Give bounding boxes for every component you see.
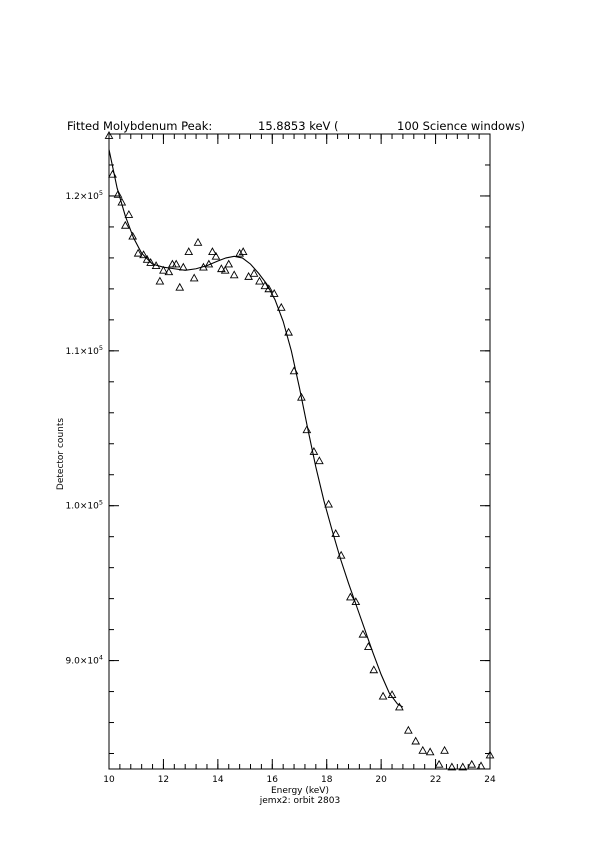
y-axis-label: Detector counts [56, 418, 66, 490]
data-point [440, 745, 449, 754]
data-point [146, 258, 156, 266]
data-point [418, 745, 428, 754]
data-point [467, 759, 477, 768]
data-point [351, 597, 361, 606]
data-point [485, 750, 495, 759]
data-point [363, 642, 373, 650]
data-point [184, 247, 194, 256]
data-point [142, 254, 152, 263]
data-point [411, 736, 421, 745]
data-point [324, 499, 333, 508]
chart-caption: jemx2: orbit 2803 [259, 796, 340, 806]
chart-title-value: 15.8853 keV ( [258, 119, 339, 133]
x-tick-label: 20 [375, 775, 387, 785]
data-point [175, 282, 185, 291]
data-point [297, 392, 306, 401]
data-point [151, 261, 161, 269]
data-point [229, 270, 239, 279]
data-point [117, 197, 127, 206]
data-point [124, 210, 134, 218]
data-point [255, 276, 264, 285]
axis-ticks [108, 133, 491, 769]
data-point [378, 691, 388, 700]
y-tick-label: 1.0×105 [66, 499, 103, 512]
data-point [309, 446, 319, 455]
data-point [164, 267, 174, 276]
data-point [193, 237, 203, 246]
data-point [260, 281, 270, 290]
x-tick-label: 14 [212, 775, 224, 785]
y-tick-labels: 9.0×104 1.0×105 1.1×105 1.2×105 [66, 189, 103, 667]
x-tick-label: 16 [267, 775, 279, 785]
chart-title-prefix: Fitted Molybdenum Peak: [67, 119, 212, 133]
x-tick-labels: 10 12 14 16 18 20 22 24 [103, 775, 496, 785]
x-tick-label: 24 [484, 775, 496, 785]
data-point [269, 288, 279, 297]
x-tick-label: 10 [103, 775, 115, 785]
data-point [284, 327, 293, 336]
data-point [264, 284, 274, 293]
data-point [108, 169, 117, 178]
data-point [120, 220, 130, 229]
data-point [315, 456, 324, 465]
x-tick-label: 18 [321, 775, 333, 785]
y-tick-label: 9.0×104 [66, 654, 103, 667]
y-tick-label: 1.1×105 [66, 344, 103, 357]
data-point [189, 273, 199, 282]
data-point [238, 247, 248, 256]
data-point [133, 248, 143, 257]
data-point [204, 259, 214, 268]
data-point [224, 259, 234, 268]
data-point [387, 690, 397, 698]
data-point [249, 268, 259, 277]
data-point [346, 592, 355, 601]
data-point [217, 264, 226, 273]
data-point [458, 762, 468, 771]
data-point [403, 725, 413, 734]
x-tick-label: 12 [158, 775, 169, 785]
data-point [113, 189, 123, 198]
data-point [336, 550, 346, 559]
data-point [331, 529, 341, 537]
chart-title-suffix: 100 Science windows) [397, 119, 525, 133]
plot-frame [108, 133, 491, 770]
data-point [220, 265, 230, 274]
data-point [155, 276, 165, 285]
data-point [289, 366, 299, 375]
x-tick-label: 22 [430, 775, 441, 785]
data-point [159, 265, 168, 274]
data-point [235, 248, 244, 257]
data-point [434, 759, 444, 768]
data-point [476, 761, 486, 770]
data-point [171, 259, 181, 268]
data-point [211, 251, 221, 260]
data-point [302, 425, 312, 434]
data-point [425, 747, 435, 756]
data-point [139, 250, 148, 259]
x-axis-label: Energy (keV) [271, 786, 329, 796]
y-tick-label: 1.2×105 [66, 189, 103, 202]
data-point [128, 231, 138, 240]
data-point [276, 302, 286, 311]
data-point [104, 131, 114, 139]
data-point [447, 762, 457, 771]
data-point [178, 262, 188, 271]
data-point [369, 665, 379, 674]
data-markers [104, 131, 495, 771]
fit-curve [108, 149, 404, 708]
data-point [208, 247, 217, 256]
data-point [395, 702, 404, 711]
data-point [358, 629, 368, 638]
